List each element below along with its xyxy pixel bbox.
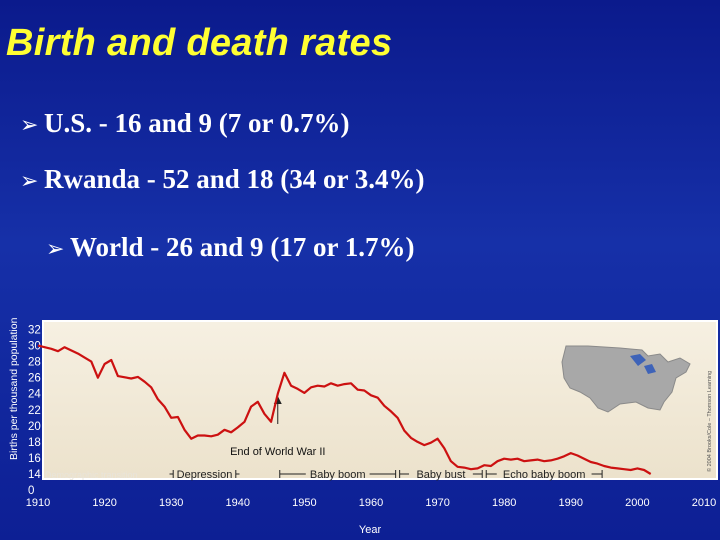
us-map-icon: [561, 345, 691, 413]
x-tick-label: 1990: [559, 497, 583, 509]
birth-rate-line: [37, 344, 652, 475]
y-axis-title: Births per thousand population: [8, 317, 20, 460]
x-tick-label: 2010: [692, 497, 716, 509]
bullet-us-text: U.S. - 16 and 9 (7 or 0.7%): [44, 108, 350, 138]
x-tick-label: 1940: [226, 497, 250, 509]
arrow-bullet-icon: ➢: [20, 169, 39, 194]
x-tick-label: 1930: [159, 497, 183, 509]
period-label: Baby boom: [310, 469, 366, 481]
x-tick-label: 1920: [92, 497, 116, 509]
bullet-rwanda: ➢ Rwanda - 52 and 18 (34 or 3.4%): [20, 164, 425, 195]
period-label: Depression: [177, 469, 233, 481]
y-tick-label: 28: [28, 357, 41, 369]
y-tick-label: 18: [28, 437, 41, 449]
period-label: Baby bust: [416, 469, 465, 481]
x-axis-title: Year: [359, 524, 382, 536]
birth-rate-chart: 0 14 16 18 20 22 24 26 28 30 32 1910 1920 1930 1940 195…: [8, 317, 718, 536]
bullet-us: ➢ U.S. - 16 and 9 (7 or 0.7%): [20, 108, 350, 139]
x-tick-label: 1950: [292, 497, 316, 509]
y-tick-label: 22: [28, 405, 41, 417]
x-tick-label: 1980: [492, 497, 516, 509]
bullet-world: ➢ World - 26 and 9 (17 or 1.7%): [46, 232, 415, 263]
y-tick-label: 16: [28, 453, 41, 465]
y-tick-label: 0: [28, 485, 34, 497]
y-tick-label: 20: [28, 421, 41, 433]
period-label: Echo baby boom: [503, 469, 586, 481]
x-tick-label: 1960: [359, 497, 383, 509]
x-tick-label: 1970: [425, 497, 449, 509]
bullet-world-text: World - 26 and 9 (17 or 1.7%): [70, 232, 415, 262]
y-tick-label: 32: [28, 325, 41, 337]
annotation-label: End of World War II: [230, 446, 325, 458]
credit-line: © 2004 Brooks/Cole – Thomson Learning: [706, 371, 713, 472]
period-label: Demographic transition: [45, 470, 138, 480]
y-tick-label: 24: [28, 389, 41, 401]
y-tick-label: 30: [28, 341, 41, 353]
y-tick-label: 14: [28, 469, 41, 481]
x-tick-label: 1910: [26, 497, 50, 509]
y-tick-label: 26: [28, 373, 41, 385]
arrow-bullet-icon: ➢: [46, 237, 65, 262]
x-tick-label: 2000: [625, 497, 649, 509]
slide-title: Birth and death rates: [6, 22, 393, 64]
arrow-bullet-icon: ➢: [20, 113, 39, 138]
bullet-rwanda-text: Rwanda - 52 and 18 (34 or 3.4%): [44, 164, 425, 194]
